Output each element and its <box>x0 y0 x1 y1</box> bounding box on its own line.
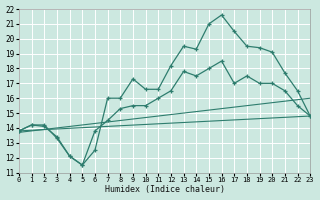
X-axis label: Humidex (Indice chaleur): Humidex (Indice chaleur) <box>105 185 225 194</box>
